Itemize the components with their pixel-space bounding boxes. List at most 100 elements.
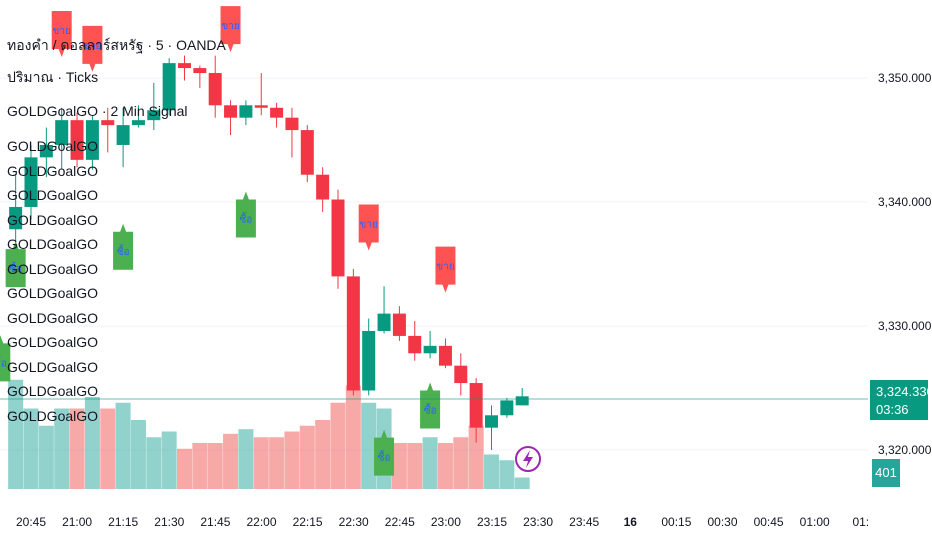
volume-bar: [38, 425, 54, 489]
indicator-overlay-label: GOLDGoalGO: [7, 383, 99, 399]
volume-bar: [499, 460, 515, 489]
time-tick-label: 00:45: [753, 515, 784, 529]
signal-label: ซื้อ: [9, 261, 22, 275]
candle-body: [285, 117, 299, 131]
volume-bar: [437, 443, 453, 489]
buy-signal-marker: [235, 191, 256, 238]
volume-bar: [146, 437, 162, 489]
indicator-overlay-label: GOLDGoalGO: [7, 187, 99, 203]
volume-bar: [345, 385, 361, 489]
candle-body: [438, 345, 452, 366]
volume-bar: [315, 420, 331, 489]
signal-label: ซื้อ: [240, 212, 253, 226]
candle-body: [316, 174, 330, 200]
candle-body: [208, 73, 222, 106]
time-tick-label: 21:15: [108, 515, 139, 529]
candle-body: [362, 330, 376, 391]
buy-signal-marker: [5, 241, 26, 288]
signal-label: ขาย: [360, 219, 378, 230]
buy-signal-marker: [420, 382, 441, 429]
candle-body: [377, 313, 391, 331]
candle-body: [408, 335, 422, 354]
volume-bar: [23, 408, 39, 489]
bar-countdown: 03:36: [876, 402, 909, 417]
price-tick-label: 3,330.000: [878, 319, 932, 333]
candle-body: [24, 157, 38, 207]
volume-bar: [253, 437, 269, 489]
volume-bar: [192, 443, 208, 489]
volume-bar: [391, 443, 407, 489]
symbol-title[interactable]: ทองคำ / ดอลลาร์สหรัฐ · 5 · OANDA: [7, 37, 226, 53]
indicator-overlay-label: GOLDGoalGO: [7, 260, 99, 277]
candle-body: [224, 105, 238, 118]
volume-bar: [54, 408, 70, 489]
volume-bar: [115, 402, 131, 489]
time-tick-label: 22:30: [338, 515, 369, 529]
time-tick-label: 21:00: [62, 515, 93, 529]
candle-body: [178, 63, 191, 69]
signal-label: ซื้อ: [117, 244, 130, 258]
candle-body: [346, 276, 360, 391]
volume-bar: [330, 402, 346, 489]
volume-bar: [284, 431, 300, 489]
signal-label: ขาย: [221, 21, 239, 32]
time-tick-label: 23:15: [476, 515, 508, 529]
candle-body: [454, 365, 468, 384]
time-tick-label: 00:15: [661, 515, 692, 529]
signal-label: ซื้อ: [0, 355, 7, 369]
price-tick-label: 3,340.000: [878, 195, 932, 209]
candle-body: [162, 63, 176, 111]
candle-body: [239, 105, 253, 118]
time-tick-label: 23:45: [569, 515, 600, 529]
indicator-overlay-label: GOLDGoalGO: [7, 334, 99, 350]
volume-bar: [69, 408, 85, 489]
indicator-legend[interactable]: GOLDGoalGO · 2 Min Signal: [7, 103, 188, 119]
volume-bar: [161, 431, 177, 489]
candle-body: [55, 120, 69, 145]
time-tick-label: 00:30: [707, 515, 738, 529]
indicator-overlay-label: GOLDGoalGO: [7, 211, 99, 228]
current-price-value: 3,324.330: [876, 384, 932, 399]
candle-body: [85, 120, 99, 160]
time-tick-label: 23:30: [523, 515, 554, 529]
time-tick-label: 21:30: [154, 515, 185, 529]
sell-signal-marker: [435, 246, 456, 293]
indicator-overlay-label: GOLDGoalGO: [7, 358, 99, 375]
candle-body: [423, 345, 437, 354]
candle-body: [147, 110, 161, 121]
candle-body: [39, 144, 53, 158]
indicator-overlay-label: GOLDGoalGO: [7, 138, 99, 154]
indicator-overlay-label: GOLDGoalGO: [7, 162, 99, 179]
volume-bar: [207, 443, 223, 489]
time-tick-label: 22:15: [292, 515, 323, 529]
candle-body: [500, 400, 514, 416]
volume-bar: [422, 437, 438, 489]
volume-bar: [468, 425, 484, 489]
time-tick-label: 21:45: [200, 515, 231, 529]
indicator-overlay-label: GOLDGoalGO: [7, 236, 99, 252]
signal-label: ขาย: [53, 26, 71, 37]
volume-bar: [130, 420, 146, 489]
sell-signal-marker: [51, 11, 72, 58]
lightning-icon[interactable]: [515, 446, 541, 472]
signal-label: ซื้อ: [378, 450, 391, 464]
time-tick-label: 20:45: [15, 515, 47, 529]
buy-signal-marker: [113, 223, 134, 270]
time-tick-label: 01:: [852, 515, 870, 529]
time-tick-label: 23:00: [430, 515, 461, 529]
volume-bar: [84, 397, 100, 489]
signal-label: ขาย: [436, 262, 454, 273]
volume-legend[interactable]: ปริมาณ · Ticks: [7, 69, 99, 85]
candle-body: [254, 105, 268, 108]
signal-label: ขาย: [83, 41, 101, 52]
volume-bar: [484, 454, 499, 489]
time-tick-label: 16: [623, 515, 637, 529]
price-tick-label: 3,320.000: [878, 443, 932, 457]
sell-signal-marker: [220, 6, 241, 53]
indicator-overlay-label: GOLDGoalGO: [7, 407, 99, 424]
candle-body: [270, 107, 284, 118]
time-tick-label: 22:00: [246, 515, 277, 529]
volume-bar: [8, 379, 24, 489]
